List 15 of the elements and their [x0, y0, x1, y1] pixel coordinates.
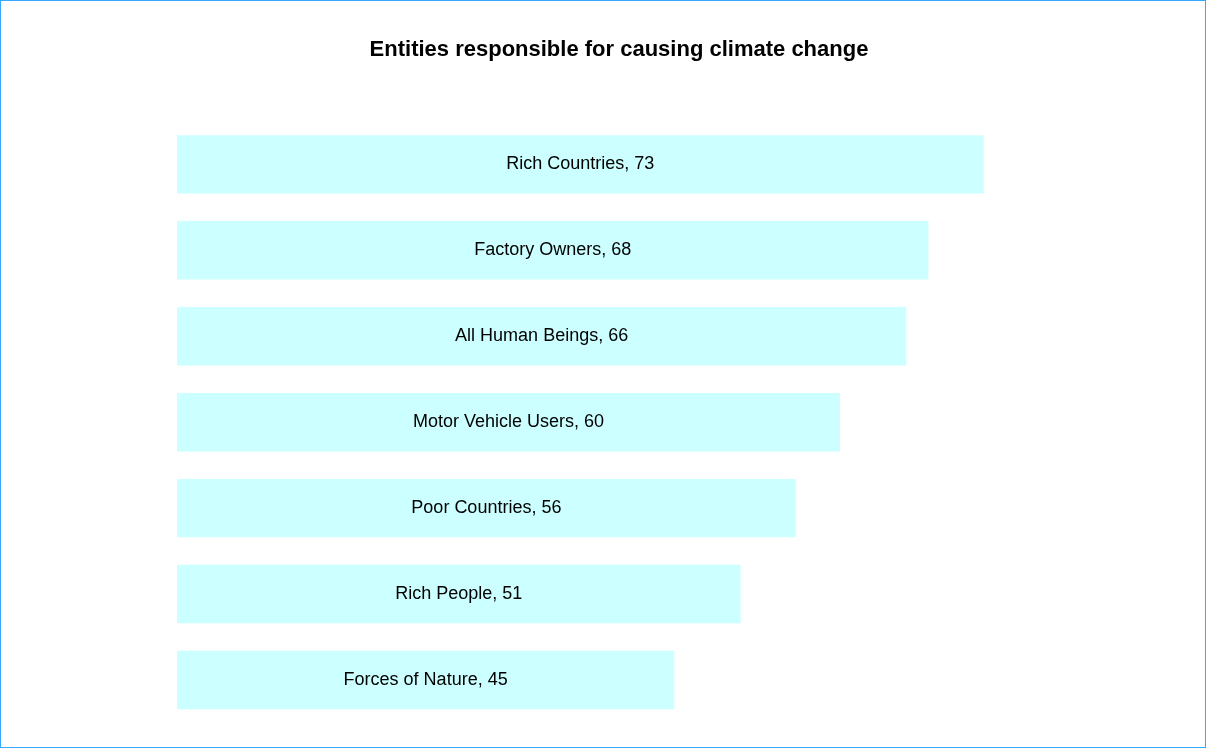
data-label: Motor Vehicle Users, 60 [412, 411, 605, 432]
data-label: Forces of Nature, 45 [343, 669, 508, 689]
bar [177, 392, 840, 452]
data-label: Rich People, 51 [395, 583, 523, 604]
bar [177, 650, 675, 710]
chart-title: Entities responsible for causing climate change [369, 36, 869, 62]
data-label: Factory Owners, 68 [474, 239, 632, 260]
bar [177, 478, 796, 538]
bar [177, 307, 907, 366]
data-label: Poor Countries, 56 [411, 497, 562, 518]
data-label: All Human Beings, 66 [455, 325, 629, 346]
bar [177, 135, 984, 194]
data-label: Rich Countries, 73 [506, 153, 655, 174]
bar [177, 564, 741, 624]
bar [177, 221, 929, 280]
